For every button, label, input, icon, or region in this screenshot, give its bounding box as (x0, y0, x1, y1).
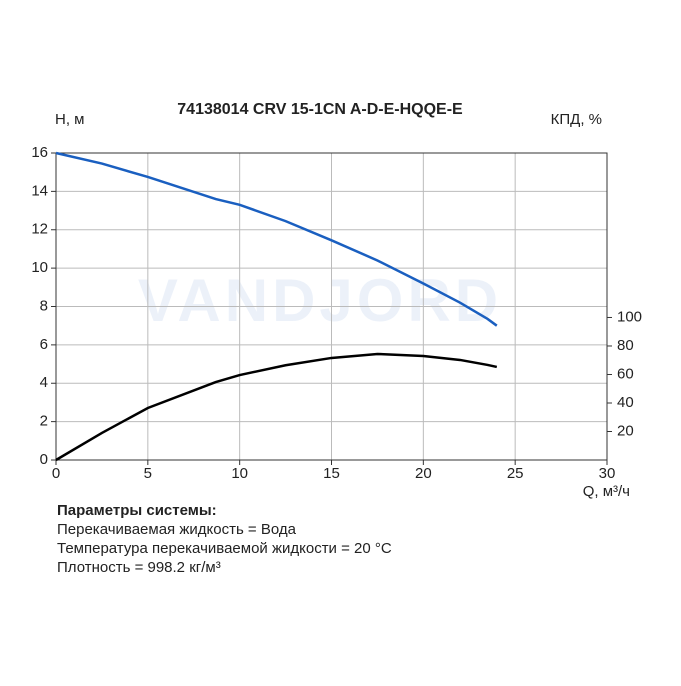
param-line: Перекачиваемая жидкость = Вода (57, 521, 297, 538)
y-tick-label: 4 (40, 374, 48, 391)
y-tick-label: 10 (31, 259, 48, 276)
y2-tick-label: 80 (617, 337, 634, 354)
param-line: Температура перекачиваемой жидкости = 20… (57, 540, 392, 557)
y-tick-label: 6 (40, 336, 48, 353)
watermark: VANDJORD (138, 267, 502, 334)
x-tick-label: 30 (599, 465, 616, 482)
y2-tick-label: 20 (617, 422, 634, 439)
x-tick-label: 20 (415, 465, 432, 482)
x-tick-label: 15 (323, 465, 340, 482)
y2-tick-label: 60 (617, 365, 634, 382)
chart-title: 74138014 CRV 15-1CN A-D-E-HQQE-E (177, 101, 463, 118)
y-tick-label: 0 (40, 451, 48, 468)
x-tick-label: 10 (231, 465, 248, 482)
y-tick-label: 2 (40, 413, 48, 430)
plot-frame (55, 152, 608, 461)
params-title: Параметры системы: (57, 502, 217, 519)
x-tick-label: 25 (507, 465, 524, 482)
y2-tick-label: 40 (617, 394, 634, 411)
curve (55, 151, 498, 327)
y-tick-label: 12 (31, 221, 48, 238)
curve (55, 352, 498, 462)
x-tick-label: 0 (52, 465, 60, 482)
param-line: Плотность = 998.2 кг/м³ (57, 559, 221, 576)
y2-axis-label: КПД, % (551, 111, 602, 128)
y-tick-label: 14 (31, 182, 48, 199)
y-axis-label: H, м (55, 111, 84, 128)
y-tick-label: 16 (31, 144, 48, 161)
y2-tick-label: 100 (617, 308, 642, 325)
x-tick-label: 5 (144, 465, 152, 482)
x-axis-label: Q, м³/ч (583, 483, 630, 500)
y-tick-label: 8 (40, 297, 48, 314)
